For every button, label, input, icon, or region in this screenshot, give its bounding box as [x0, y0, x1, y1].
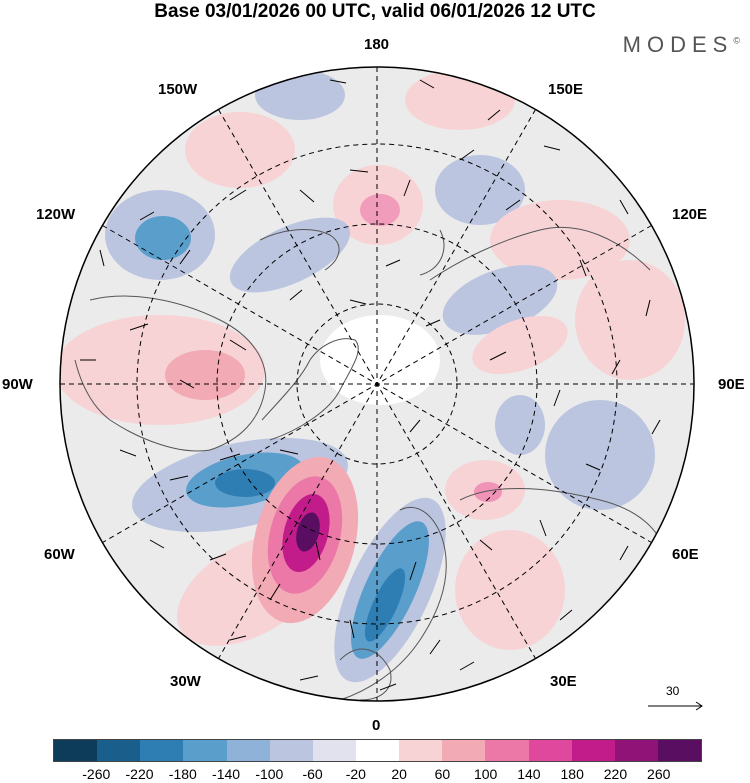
anomaly-positive-90w-core — [165, 350, 245, 400]
colorbar-swatch — [442, 740, 486, 761]
brand-logo: MODES© — [623, 32, 740, 58]
brand-name: MODES — [622, 32, 734, 57]
lon-label-180: 180 — [364, 36, 390, 53]
anomaly-positive-160e — [405, 70, 515, 130]
colorbar-swatch — [183, 740, 227, 761]
colorbar-tick-label: 180 — [560, 766, 584, 782]
anomaly-positive-95e — [472, 315, 568, 375]
anomaly-positive-150w — [185, 112, 295, 188]
wind-vectors — [80, 79, 661, 691]
anomaly-positive-100e — [575, 260, 685, 380]
anomaly-negative-150e — [435, 155, 525, 225]
map-title: Base 03/01/2026 00 UTC, valid 06/01/2026… — [154, 1, 596, 22]
colorbar-tick-label: -100 — [255, 766, 284, 782]
colorbar-swatch — [399, 740, 443, 761]
anomaly-positive-50e-core — [474, 482, 502, 502]
graticule — [60, 67, 694, 701]
map-boundary — [59, 66, 695, 702]
colorbar-tick-label: -180 — [168, 766, 197, 782]
coastline-north-america — [74, 295, 267, 452]
colorbar-swatch — [226, 740, 270, 761]
coastline-chukotka — [419, 229, 445, 276]
anomaly-neutral-pole — [320, 315, 440, 405]
colorbar-swatch — [485, 740, 529, 761]
lon-label-120e: 120E — [672, 206, 708, 223]
lon-label-60e: 60E — [672, 546, 699, 563]
colorbar-swatch — [54, 740, 98, 761]
anomaly-negative-120w-core — [135, 216, 191, 260]
colorbar-tick-label: -260 — [82, 766, 111, 782]
colorbar-swatch — [269, 740, 313, 761]
anomaly-positive-30e — [455, 530, 565, 650]
brand-mark: © — [733, 35, 740, 46]
anomaly-negative-75e — [545, 400, 655, 510]
colorbar-tick-label: 220 — [603, 766, 628, 782]
colorbar-swatch — [571, 740, 615, 761]
coastline-uk — [339, 648, 392, 701]
anomaly-positive-120e — [490, 200, 630, 280]
lon-label-0: 0 — [372, 717, 381, 734]
colorbar-swatch — [355, 740, 400, 761]
colorbar-swatch — [614, 740, 658, 761]
coastlines — [74, 226, 671, 701]
anomaly-negative-140w — [229, 217, 351, 293]
lon-label-90w: 90W — [2, 376, 33, 393]
colorbar-tick-label: 140 — [517, 766, 541, 782]
colorbar-swatch — [140, 740, 184, 761]
lon-label-90e: 90E — [718, 376, 745, 393]
anomaly-positive-20w-core — [296, 512, 320, 552]
coastline-greenland — [261, 338, 359, 441]
lon-label-30w: 30W — [170, 673, 201, 690]
colorbar-swatch — [657, 740, 702, 761]
colorbar-tick-label: -60 — [302, 766, 323, 782]
anomaly-negative-85e — [495, 395, 545, 455]
colorbar-tick-label: 20 — [391, 766, 407, 782]
coastline-siberia — [429, 226, 651, 281]
coastline-alaska — [259, 229, 340, 271]
meridian-120 — [102, 225, 652, 543]
lon-label-120w: 120W — [36, 206, 76, 223]
colorbar — [53, 739, 702, 762]
colorbar-tick-label: -140 — [212, 766, 241, 782]
vector-scale-label: 30 — [666, 684, 680, 698]
lon-label-30e: 30E — [550, 673, 577, 690]
anomaly-negative-10e-core — [364, 568, 406, 642]
colorbar-swatch — [312, 740, 356, 761]
lon-label-150e: 150E — [548, 81, 584, 98]
anomaly-negative-60w-core — [215, 469, 275, 497]
anomaly-negative-170w — [255, 70, 345, 120]
colorbar-tick-label: 60 — [434, 766, 451, 782]
latitude-circle-30 — [136, 143, 618, 625]
colorbar-tick-label: -220 — [125, 766, 154, 782]
coastline-scandinavia — [339, 506, 447, 701]
colorbar-tick-label: 100 — [473, 766, 498, 782]
anomaly-positive-180-core — [360, 194, 400, 226]
colorbar-swatch — [97, 740, 141, 761]
lon-label-150w: 150W — [158, 81, 198, 98]
colorbar-tick-label: -20 — [345, 766, 366, 782]
colorbar-swatch — [528, 740, 572, 761]
colorbar-tick-label: 260 — [647, 766, 671, 782]
lon-label-60w: 60W — [44, 546, 75, 563]
vector-scale-arrow — [648, 701, 703, 711]
